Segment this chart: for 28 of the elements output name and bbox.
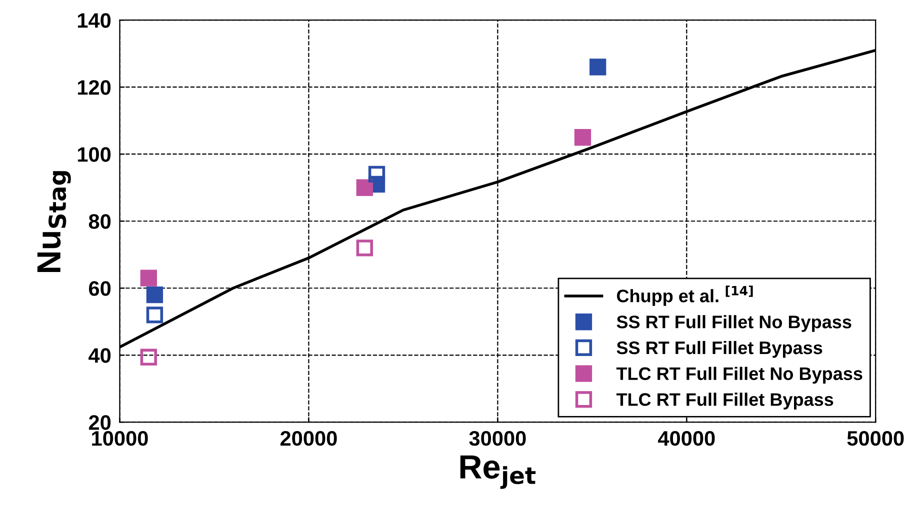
legend-label: TLC RT Full Fillet Bypass	[616, 392, 834, 410]
x-tick-label: 40000	[658, 431, 715, 446]
y-tick-label: 100	[78, 147, 111, 162]
legend-label: SS RT Full Fillet No Bypass	[616, 315, 852, 332]
y-tick-label: 140	[78, 13, 111, 28]
point	[574, 129, 592, 146]
x-tick-label: 10000	[92, 431, 148, 446]
legend-label: TLC RT Full Fillet No Bypass	[616, 366, 862, 384]
y-tick-label: 80	[88, 214, 111, 229]
point	[356, 240, 373, 256]
y-tick-label: 20	[88, 415, 111, 430]
point	[140, 270, 157, 286]
point	[146, 286, 164, 304]
y-axis-title: Nu$_{Stag}$	[37, 171, 71, 272]
legend-label: Chupp et al. $^{[14]}$	[616, 286, 753, 306]
y-tick-label: 120	[78, 80, 111, 95]
point	[589, 58, 606, 76]
point	[140, 348, 157, 366]
y-tick-label: 60	[88, 281, 111, 296]
point	[356, 179, 373, 196]
x-tick-label: 30000	[469, 431, 526, 446]
x-axis-title: Re$_{jet}$	[460, 455, 536, 489]
x-tick-label: 50000	[847, 431, 904, 446]
point	[146, 306, 164, 324]
x-tick-label: 20000	[280, 431, 337, 446]
legend-label: SS RT Full Fillet Bypass	[616, 340, 822, 358]
point	[368, 166, 386, 183]
y-tick-label: 40	[88, 348, 111, 363]
